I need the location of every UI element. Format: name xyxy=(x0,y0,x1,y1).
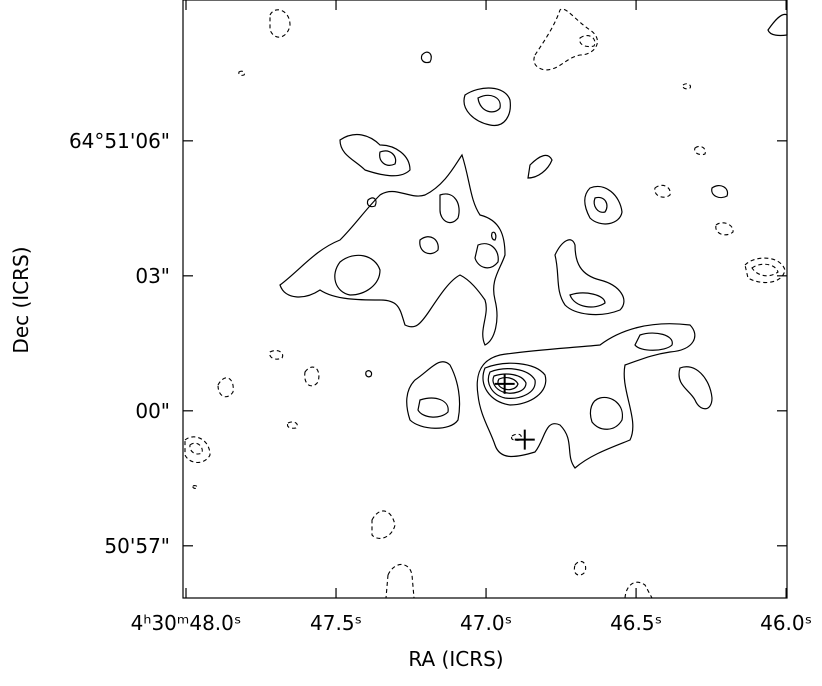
y-tick-label: 03" xyxy=(135,264,170,288)
y-tick-label: 64°51'06" xyxy=(69,129,170,153)
contours xyxy=(184,8,788,599)
x-tick-label: 47.0ˢ xyxy=(460,611,512,635)
x-tick-label: 46.0ˢ xyxy=(760,611,812,635)
y-axis-label: Dec (ICRS) xyxy=(9,246,33,353)
plot-frame xyxy=(182,0,788,599)
x-tick-label: 47.5ˢ xyxy=(310,611,362,635)
x-axis-label: RA (ICRS) xyxy=(408,647,503,671)
x-tick-label: 4ʰ30ᵐ48.0ˢ xyxy=(131,611,242,635)
x-tick-label: 46.5ˢ xyxy=(610,611,662,635)
y-tick-label: 00" xyxy=(135,399,170,423)
y-tick-label: 50'57" xyxy=(104,534,170,558)
